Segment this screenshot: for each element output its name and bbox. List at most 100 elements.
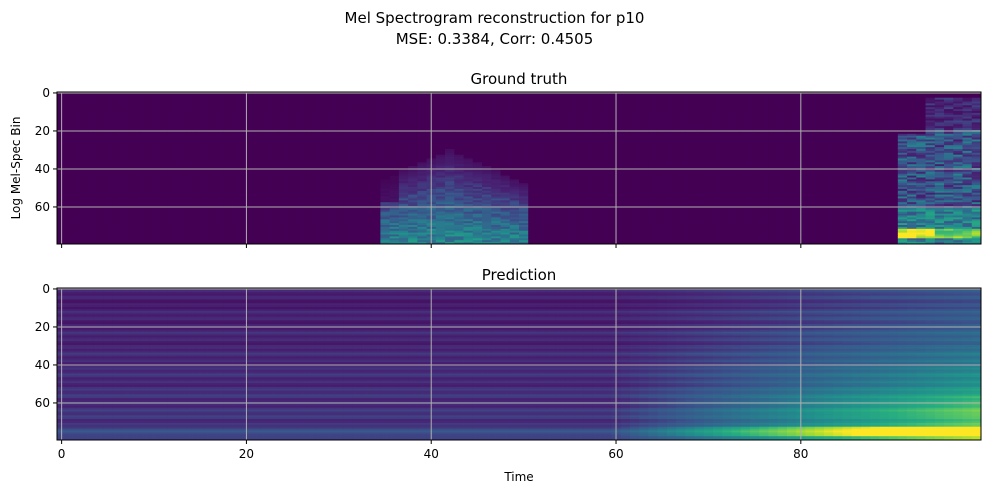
heatmap-cell <box>408 217 418 220</box>
heatmap-cell <box>380 223 391 226</box>
heatmap-cell <box>112 226 123 230</box>
heatmap-cell <box>251 160 261 163</box>
heatmap-cell <box>84 114 95 118</box>
heatmap-cell <box>167 200 178 203</box>
heatmap-cell <box>306 230 317 233</box>
heatmap-cell <box>232 190 243 194</box>
heatmap-cell <box>417 107 427 110</box>
heatmap-cell <box>389 171 400 175</box>
heatmap-cell <box>371 198 381 201</box>
heatmap-cell <box>103 103 113 106</box>
heatmap-cell <box>149 166 160 169</box>
heatmap-cell <box>288 101 298 104</box>
heatmap-cell <box>297 175 307 178</box>
heatmap-cell <box>186 230 196 233</box>
heatmap-cell <box>103 207 113 211</box>
heatmap-cell <box>306 152 317 156</box>
heatmap-cell <box>103 217 113 220</box>
heatmap-cell <box>288 230 298 233</box>
heatmap-cell <box>288 190 298 194</box>
heatmap-cell <box>297 105 307 108</box>
heatmap-cell <box>140 120 150 123</box>
heatmap-cell <box>167 213 178 216</box>
heatmap-cell <box>158 215 169 218</box>
heatmap-cell <box>371 150 381 154</box>
heatmap-cell <box>371 226 381 230</box>
heatmap-cell <box>75 232 86 235</box>
heatmap-cell <box>380 166 391 169</box>
heatmap-cell <box>66 204 76 207</box>
heatmap-cell <box>343 228 354 232</box>
heatmap-cell <box>380 149 391 152</box>
heatmap-cell <box>260 162 270 165</box>
heatmap-cell <box>223 219 233 222</box>
heatmap-cell <box>177 228 187 232</box>
heatmap-cell <box>398 215 409 218</box>
heatmap-cell <box>288 160 298 163</box>
heatmap-cell <box>380 133 391 137</box>
heatmap-cell <box>380 169 391 173</box>
heatmap-cell <box>269 95 280 99</box>
heatmap-cell <box>75 99 86 102</box>
heatmap-cell <box>417 131 427 135</box>
heatmap-cell <box>93 93 104 97</box>
heatmap-cell <box>103 124 113 127</box>
heatmap-cell <box>195 139 206 142</box>
heatmap-cell <box>232 158 243 161</box>
heatmap-cell <box>398 209 409 213</box>
heatmap-cell <box>232 187 243 190</box>
heatmap-cell <box>66 145 76 148</box>
heatmap-cell <box>149 162 160 165</box>
heatmap-cell <box>343 122 354 125</box>
heatmap-cell <box>177 122 187 125</box>
heatmap-cell <box>177 131 187 135</box>
heatmap-cell <box>75 122 86 125</box>
heatmap-cell <box>140 116 150 119</box>
heatmap-cell <box>149 111 160 114</box>
heatmap-cell <box>269 179 280 182</box>
heatmap-cell <box>417 99 427 102</box>
heatmap-cell <box>93 141 104 144</box>
heatmap-cell <box>269 145 280 148</box>
heatmap-cell <box>417 190 427 194</box>
heatmap-cell <box>75 223 86 226</box>
heatmap-cell <box>297 185 307 188</box>
heatmap-cell <box>223 101 233 104</box>
heatmap-cell <box>93 111 104 114</box>
heatmap-cell <box>371 133 381 137</box>
heatmap-cell <box>186 122 196 125</box>
heatmap-cell <box>389 215 400 218</box>
heatmap-cell <box>389 97 400 100</box>
heatmap-cell <box>66 209 76 213</box>
heatmap-cell <box>278 219 289 222</box>
heatmap-cell <box>343 175 354 178</box>
heatmap-cell <box>167 185 178 188</box>
heatmap-cell <box>278 111 289 114</box>
heatmap-cell <box>158 114 169 118</box>
heatmap-cell <box>352 135 363 138</box>
heatmap-cell <box>103 211 113 214</box>
heatmap-cell <box>66 169 76 173</box>
heatmap-cell <box>269 217 280 220</box>
heatmap-cell <box>343 114 354 118</box>
heatmap-cell <box>315 152 326 156</box>
heatmap-cell <box>103 209 113 213</box>
heatmap-cell <box>195 137 206 140</box>
heatmap-cell <box>380 93 391 97</box>
heatmap-cell <box>408 242 418 245</box>
heatmap-cell <box>251 190 261 194</box>
heatmap-cell <box>417 196 427 199</box>
heatmap-cell <box>177 95 187 99</box>
heatmap-cell <box>417 177 427 180</box>
heatmap-cell <box>251 204 261 207</box>
heatmap-cell <box>121 209 132 213</box>
heatmap-cell <box>380 217 391 220</box>
heatmap-cell <box>223 166 233 169</box>
heatmap-cell <box>361 211 372 214</box>
heatmap-cell <box>195 225 206 228</box>
heatmap-cell <box>297 196 307 199</box>
heatmap-cell <box>195 93 206 97</box>
heatmap-cell <box>278 112 289 116</box>
heatmap-cell <box>371 228 381 232</box>
heatmap-cell <box>130 211 141 214</box>
